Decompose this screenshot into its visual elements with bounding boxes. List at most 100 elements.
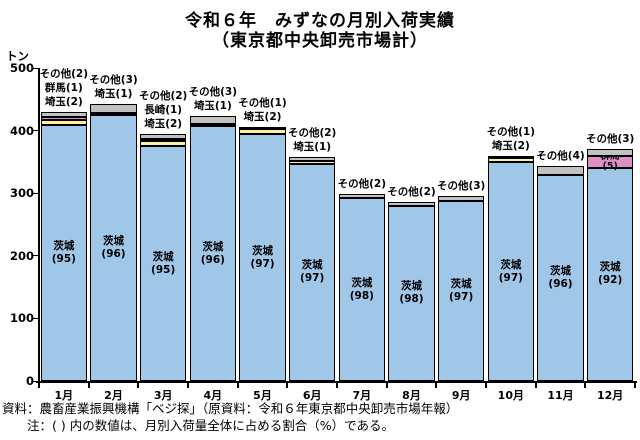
bar-top-labels-6月: その他(2) 埼玉(1)	[287, 126, 337, 153]
data-note: 注：( ) 内の数値は、月別入荷量全体に占める割合（%）である。	[27, 418, 394, 433]
segment-11月-茨城	[537, 174, 584, 381]
segment-2月-その他	[90, 104, 137, 113]
y-tick-label: 200	[9, 248, 34, 263]
segment-4月-その他	[189, 115, 237, 124]
segment-2月-茨城	[90, 115, 137, 381]
segment-6月-茨城	[288, 163, 336, 381]
x-axis-line	[36, 381, 637, 383]
segment-1月-その他	[40, 111, 88, 118]
x-tick-label-1月: 1月	[54, 389, 74, 402]
segment-12月-その他	[586, 149, 634, 157]
bar-top-labels-2月: その他(3) 埼玉(1)	[89, 74, 138, 101]
x-tick-mark	[236, 383, 239, 388]
x-tick-label-3月: 3月	[153, 389, 173, 402]
x-tick-label-12月: 12月	[597, 389, 624, 402]
chart-title: 令和６年 みずなの月別入荷実績	[185, 11, 455, 31]
y-tick-mark	[33, 67, 39, 69]
segment-2月-埼玉	[90, 112, 137, 116]
y-tick-mark	[33, 192, 39, 194]
segment-5月-埼玉	[239, 129, 286, 135]
segment-9月-茨城	[437, 201, 485, 381]
segment-8月-茨城	[388, 205, 435, 381]
bar-top-labels-4月: その他(3) 埼玉(1)	[188, 85, 238, 112]
y-tick-label: 100	[9, 311, 34, 326]
x-tick-label-8月: 8月	[402, 389, 421, 402]
bar-top-labels-10月: その他(1) 埼玉(2)	[486, 125, 536, 152]
x-tick-mark	[38, 383, 40, 388]
y-tick-label: 500	[9, 61, 34, 75]
segment-6月-その他	[288, 156, 336, 162]
x-tick-label-7月: 7月	[352, 389, 372, 402]
segment-label-9月-茨城: 茨城 (97)	[449, 278, 474, 304]
y-tick-label: 0	[25, 374, 34, 388]
x-tick-label-10月: 10月	[497, 389, 524, 402]
bar-top-labels-8月: その他(2)	[387, 185, 436, 198]
x-tick-label-11月: 11月	[547, 389, 574, 402]
segment-3月-茨城	[139, 146, 187, 381]
segment-11月-その他	[537, 166, 584, 175]
segment-label-12月-群馬: 群馬(5)	[600, 151, 620, 173]
x-tick-mark	[534, 383, 537, 388]
segment-3月-埼玉	[139, 141, 187, 147]
y-tick-label: 300	[9, 186, 34, 201]
bar-top-labels-9月: その他(3)	[436, 179, 486, 192]
y-tick-mark	[33, 317, 39, 319]
segment-label-5月-茨城: 茨城 (97)	[250, 244, 275, 270]
bar-top-labels-7月: その他(2)	[337, 178, 387, 191]
segment-10月-その他	[487, 155, 535, 158]
bar-top-labels-5月: その他(1) 埼玉(2)	[238, 96, 287, 123]
segment-label-7月-茨城: 茨城 (98)	[349, 276, 374, 302]
bar-top-labels-11月: その他(4)	[536, 150, 585, 163]
x-tick-label-2月: 2月	[104, 389, 123, 402]
y-axis-unit-label: トン	[6, 49, 29, 63]
y-tick-mark	[33, 255, 39, 257]
segment-label-10月-茨城: 茨城 (97)	[498, 258, 523, 284]
segment-10月-茨城	[487, 162, 535, 381]
x-tick-mark	[385, 383, 388, 388]
segment-label-2月-茨城: 茨城 (96)	[101, 235, 126, 261]
x-tick-mark	[137, 383, 140, 388]
x-tick-label-6月: 6月	[302, 389, 322, 402]
x-tick-label-4月: 4月	[203, 389, 223, 402]
segment-7月-茨城	[338, 198, 386, 381]
segment-label-1月-茨城: 茨城 (95)	[51, 240, 76, 266]
segment-label-12月-茨城: 茨城 (92)	[598, 261, 623, 287]
x-tick-mark	[485, 383, 487, 388]
segment-1月-埼玉	[40, 119, 88, 126]
y-tick-mark	[33, 380, 39, 382]
segment-label-4月-茨城: 茨城 (96)	[200, 240, 225, 266]
x-tick-mark	[584, 383, 587, 388]
segment-12月-群馬	[586, 156, 634, 168]
segment-5月-茨城	[239, 134, 286, 381]
y-tick-mark	[33, 130, 39, 132]
bar-top-labels-12月: その他(3)	[585, 133, 635, 146]
segment-12月-茨城	[586, 167, 634, 381]
segment-label-6月-茨城: 茨城 (97)	[300, 259, 325, 285]
source-note: 資料：農畜産業振興機構「ベジ探」（原資料：令和６年東京都中央卸売市場年報）	[2, 401, 459, 416]
x-tick-mark	[435, 383, 438, 388]
segment-4月-茨城	[189, 126, 237, 381]
x-tick-mark	[87, 383, 90, 388]
bar-top-labels-3月: その他(2) 長崎(1) 埼玉(2)	[138, 89, 188, 130]
segment-4月-埼玉	[189, 123, 237, 127]
x-tick-mark	[286, 383, 289, 388]
segment-label-8月-茨城: 茨城 (98)	[399, 280, 424, 306]
segment-9月-その他	[437, 195, 485, 202]
segment-label-3月-茨城: 茨城 (95)	[151, 250, 176, 276]
segment-7月-その他	[338, 194, 386, 199]
segment-3月-長崎	[139, 138, 187, 142]
segment-10月-埼玉	[487, 157, 535, 163]
segment-3月-その他	[139, 133, 187, 139]
chart-subtitle: （東京都中央卸売市場計）	[212, 31, 428, 51]
segment-label-11月-茨城: 茨城 (96)	[548, 264, 573, 290]
segment-6月-埼玉	[288, 161, 336, 164]
segment-5月-その他	[239, 126, 286, 130]
x-tick-label-5月: 5月	[253, 389, 272, 402]
bar-top-labels-1月: その他(2) 群馬(1) 埼玉(2)	[39, 67, 89, 108]
y-tick-label: 400	[9, 123, 34, 138]
segment-8月-その他	[388, 201, 435, 206]
x-tick-mark	[187, 383, 189, 388]
x-tick-label-9月: 9月	[451, 389, 471, 402]
y-axis-line	[38, 68, 40, 381]
